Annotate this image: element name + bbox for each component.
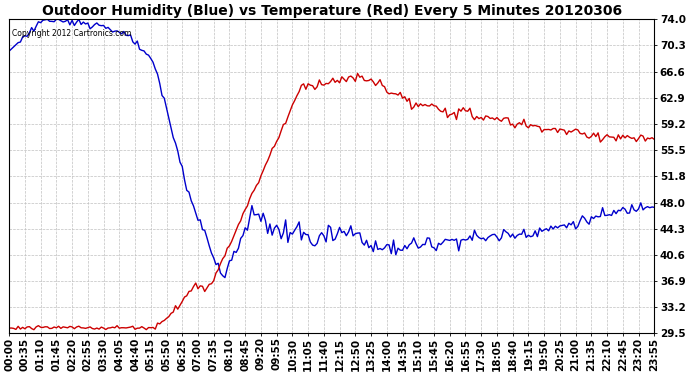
Text: Copyright 2012 Cartronics.com: Copyright 2012 Cartronics.com (12, 29, 132, 38)
Title: Outdoor Humidity (Blue) vs Temperature (Red) Every 5 Minutes 20120306: Outdoor Humidity (Blue) vs Temperature (… (41, 4, 622, 18)
